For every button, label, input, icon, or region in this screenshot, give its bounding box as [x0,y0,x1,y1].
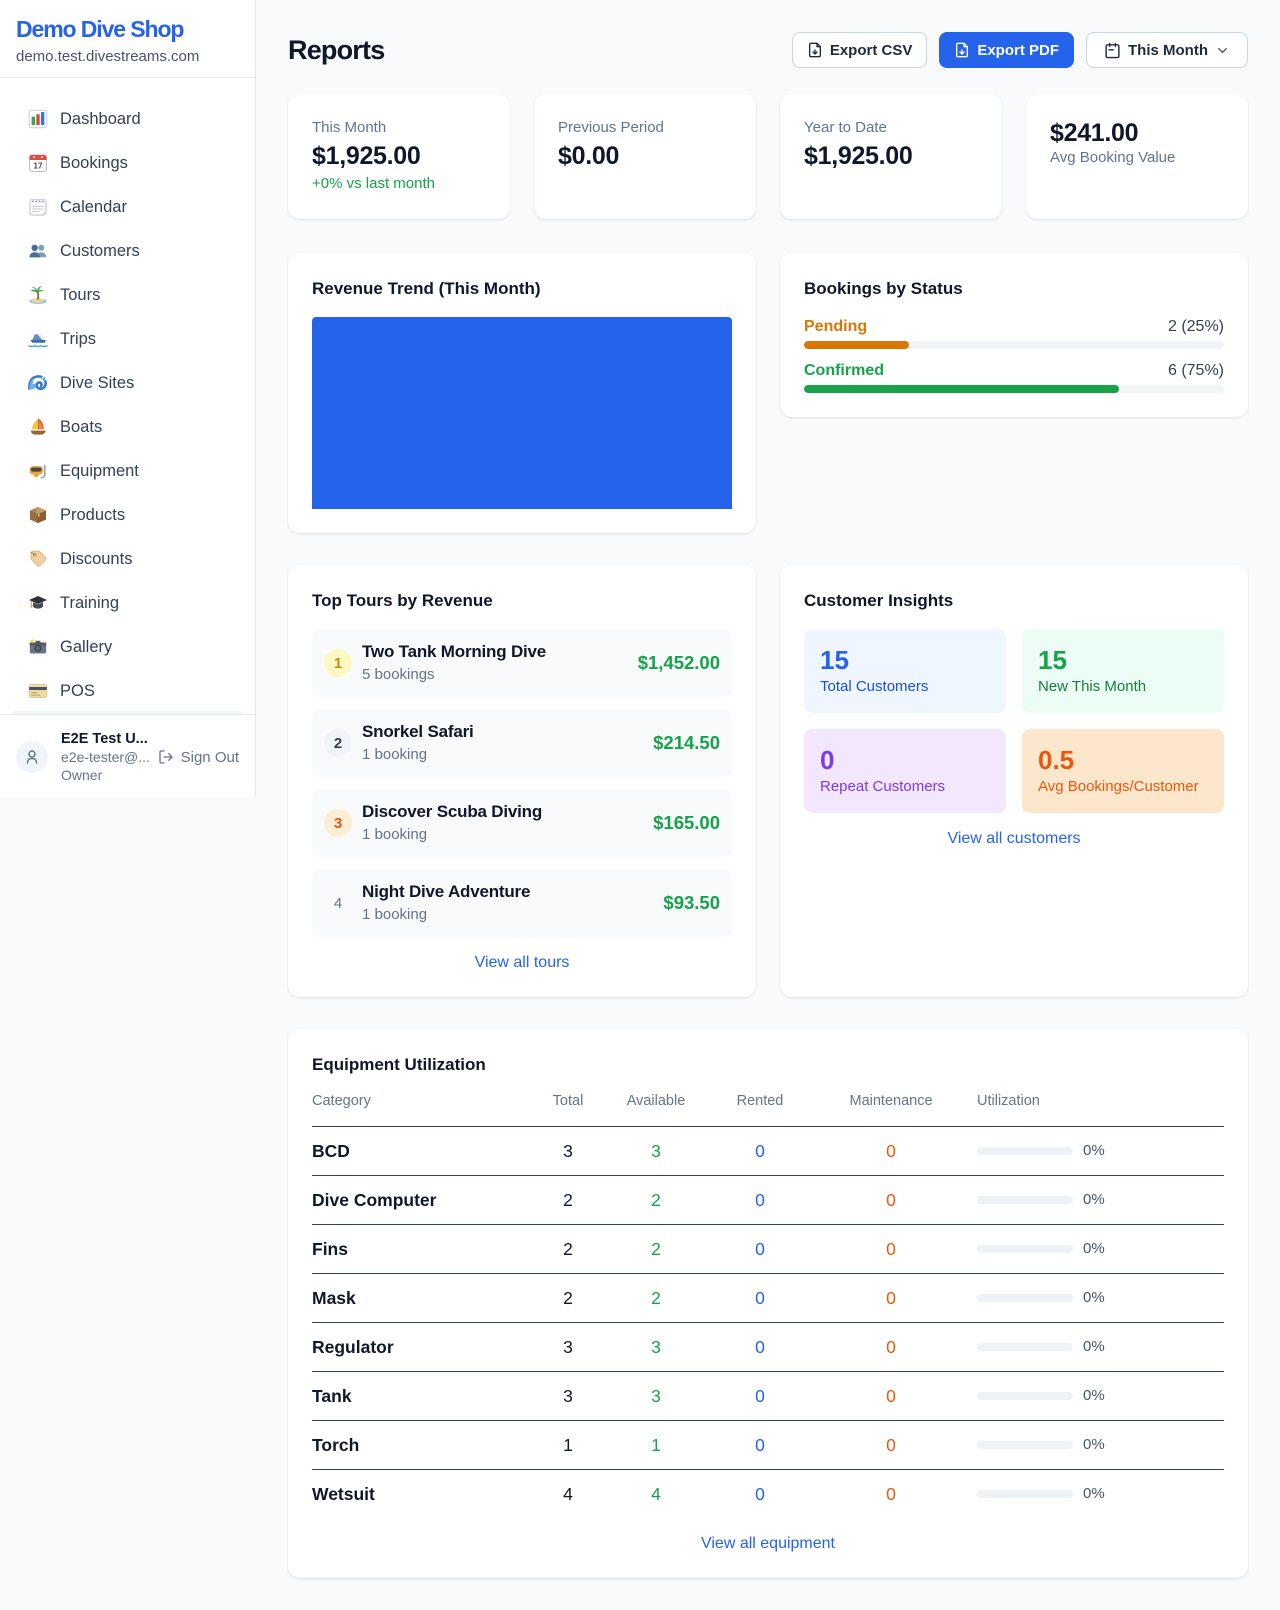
svg-text:17: 17 [34,162,43,171]
